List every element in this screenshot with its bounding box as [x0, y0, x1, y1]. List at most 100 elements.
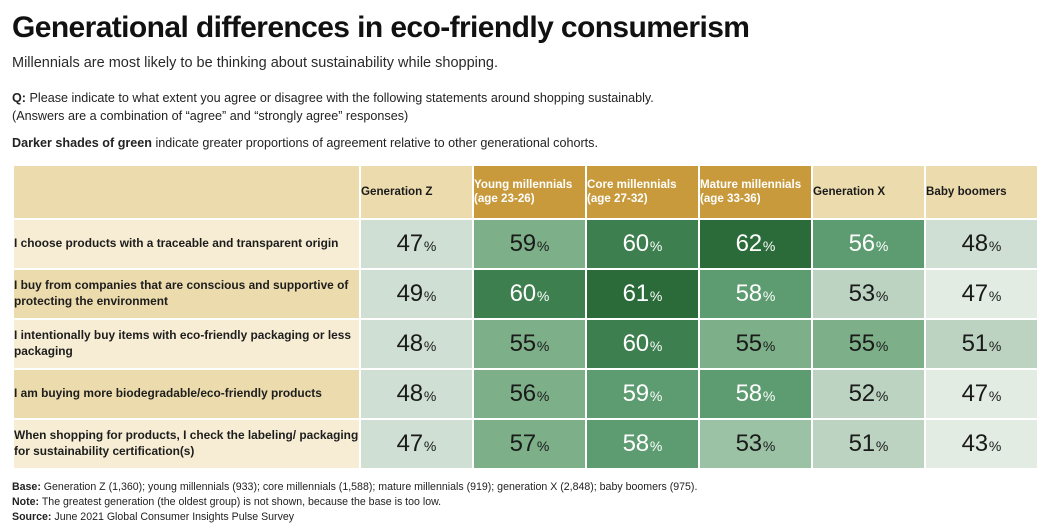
percent-symbol: % [536, 287, 550, 304]
page-subtitle: Millennials are most likely to be thinki… [12, 55, 499, 71]
footnote-source: Source: June 2021 Global Consumer Insigh… [12, 510, 1028, 525]
percent-symbol: % [988, 287, 1002, 304]
data-cell: 55% [813, 319, 924, 368]
footnote-base-text: Generation Z (1,360); young millennials … [40, 480, 698, 493]
data-cell-value: 49 [396, 279, 423, 307]
footnotes: Base: Generation Z (1,360); young millen… [12, 470, 1028, 525]
data-cell: 56% [474, 369, 585, 418]
data-cell: 56% [813, 219, 924, 268]
data-cell: 47% [926, 269, 1037, 318]
percent-symbol: % [423, 437, 437, 454]
percent-symbol: % [423, 337, 437, 354]
data-cell-value: 47 [396, 429, 423, 457]
data-cell: 47% [361, 219, 472, 268]
table-row: I buy from companies that are conscious … [14, 269, 1037, 318]
data-cell-value: 55 [509, 329, 536, 357]
data-cell: 47% [361, 419, 472, 468]
column-header-generation-x: Generation X [813, 165, 924, 218]
row-statement-label: I am buying more biodegradable/eco-frien… [14, 369, 359, 418]
data-table-wrapper: Generation Z Young millennials (age 23-2… [12, 153, 1037, 470]
data-cell: 51% [813, 419, 924, 468]
data-cell-value: 56 [848, 229, 875, 257]
percent-symbol: % [536, 387, 550, 404]
data-cell-value: 58 [735, 379, 762, 407]
data-cell-value: 55 [735, 329, 762, 357]
column-header-young-millennials: Young millennials (age 23-26) [474, 165, 585, 218]
percent-symbol: % [875, 387, 889, 404]
percent-symbol: % [762, 437, 776, 454]
percent-symbol: % [536, 237, 550, 254]
data-cell: 47% [926, 369, 1037, 418]
percent-symbol: % [649, 287, 663, 304]
table-row: I am buying more biodegradable/eco-frien… [14, 369, 1037, 418]
footnote-note-label: Note: [12, 495, 40, 508]
data-cell: 53% [700, 419, 811, 468]
row-statement-label: When shopping for products, I check the … [14, 419, 359, 468]
percent-symbol: % [988, 337, 1002, 354]
data-cell-value: 51 [848, 429, 875, 457]
column-header-label: Core millennials [587, 177, 677, 191]
data-cell-value: 59 [622, 379, 649, 407]
legend-note-bold: Darker shades of green [12, 135, 152, 150]
data-cell-value: 60 [509, 279, 536, 307]
data-cell: 61% [587, 269, 698, 318]
percent-symbol: % [875, 337, 889, 354]
data-cell: 49% [361, 269, 472, 318]
data-cell-value: 61 [622, 279, 649, 307]
table-corner-cell [14, 165, 359, 218]
data-cell: 60% [587, 219, 698, 268]
percent-symbol: % [536, 337, 550, 354]
generational-matrix-table: Generation Z Young millennials (age 23-2… [12, 164, 1039, 470]
percent-symbol: % [649, 237, 663, 254]
data-cell-value: 47 [961, 279, 988, 307]
data-cell: 58% [587, 419, 698, 468]
column-header-label: Baby boomers [926, 184, 1007, 198]
percent-symbol: % [875, 437, 889, 454]
data-cell-value: 48 [961, 229, 988, 257]
column-header-baby-boomers: Baby boomers [926, 165, 1037, 218]
data-cell: 52% [813, 369, 924, 418]
column-header-label: Generation X [813, 184, 886, 198]
data-cell-value: 52 [848, 379, 875, 407]
row-statement-label: I buy from companies that are conscious … [14, 269, 359, 318]
question-block: Q: Please indicate to what extent you ag… [12, 72, 1028, 126]
question-text: Please indicate to what extent you agree… [29, 91, 654, 106]
footnote-note-text: The greatest generation (the oldest grou… [39, 495, 442, 508]
percent-symbol: % [423, 387, 437, 404]
data-cell: 51% [926, 319, 1037, 368]
percent-symbol: % [536, 437, 550, 454]
data-cell-value: 53 [735, 429, 762, 457]
footnote-note: Note: The greatest generation (the oldes… [12, 495, 1028, 510]
page-title: Generational differences in eco-friendly… [12, 11, 750, 44]
data-cell-value: 48 [396, 379, 423, 407]
data-cell-value: 43 [961, 429, 988, 457]
percent-symbol: % [649, 337, 663, 354]
data-cell: 58% [700, 269, 811, 318]
data-cell: 59% [587, 369, 698, 418]
footnote-base-label: Base: [12, 480, 41, 493]
data-cell-value: 60 [622, 229, 649, 257]
data-cell-value: 57 [509, 429, 536, 457]
column-header-generation-z: Generation Z [361, 165, 472, 218]
data-cell-value: 59 [509, 229, 536, 257]
footnote-source-text: June 2021 Global Consumer Insights Pulse… [51, 510, 295, 523]
data-cell-value: 58 [735, 279, 762, 307]
row-statement-label: I choose products with a traceable and t… [14, 219, 359, 268]
data-cell: 62% [700, 219, 811, 268]
data-cell-value: 55 [848, 329, 875, 357]
data-cell: 48% [361, 319, 472, 368]
percent-symbol: % [875, 287, 889, 304]
column-header-sub: (age 33-36) [700, 191, 761, 205]
footnote-source-label: Source: [12, 510, 52, 523]
footnote-base: Base: Generation Z (1,360); young millen… [12, 480, 1028, 495]
legend-note: Darker shades of green indicate greater … [12, 126, 1028, 153]
column-header-label: Young millennials [474, 177, 573, 191]
data-cell: 48% [361, 369, 472, 418]
percent-symbol: % [762, 337, 776, 354]
table-header-row: Generation Z Young millennials (age 23-2… [14, 165, 1037, 218]
percent-symbol: % [875, 237, 889, 254]
data-cell-value: 58 [622, 429, 649, 457]
column-header-sub: (age 27-32) [587, 191, 648, 205]
percent-symbol: % [423, 237, 437, 254]
